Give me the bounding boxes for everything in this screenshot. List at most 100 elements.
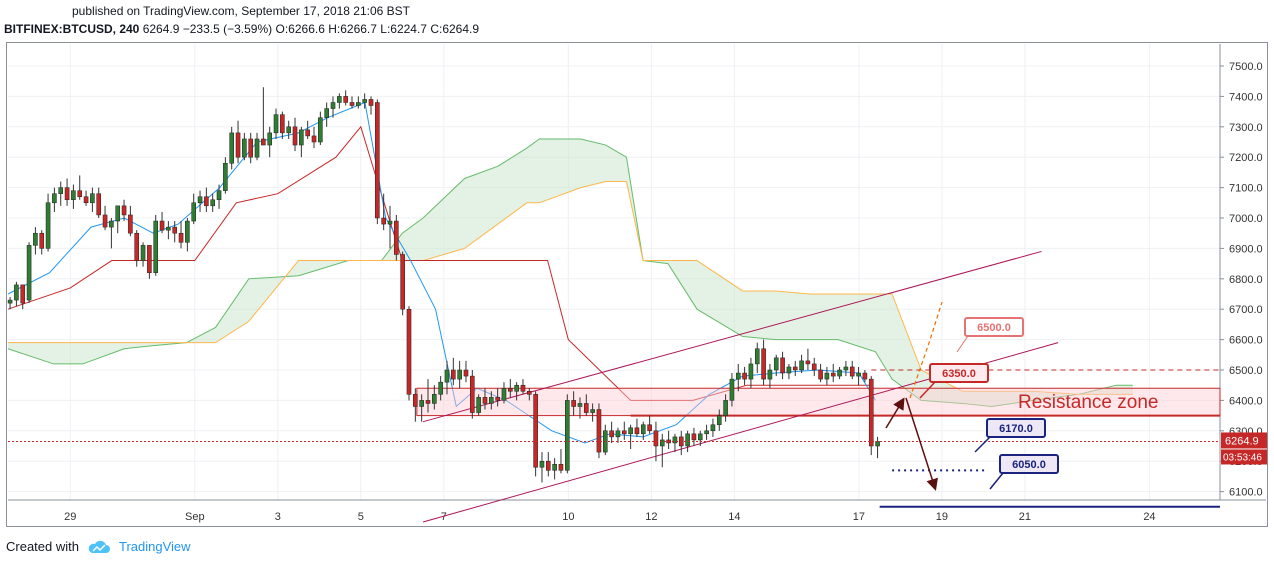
candle-body (109, 220, 114, 228)
y-tick-label: 6400.0 (1229, 395, 1263, 407)
candle-body (501, 387, 507, 401)
candle-body (875, 441, 880, 447)
candle-body (514, 384, 519, 392)
candle-body (273, 114, 279, 134)
y-tick-label: 6900.0 (1229, 243, 1263, 255)
x-tick-label: Sep (185, 511, 205, 523)
y-tick-label: 7200.0 (1229, 152, 1263, 164)
candle-body (102, 214, 108, 228)
y-tick-label: 7400.0 (1229, 91, 1263, 103)
x-tick-label: 7 (441, 511, 447, 523)
candle-body (121, 205, 127, 216)
candle-body (400, 254, 405, 310)
candle-body (223, 163, 228, 191)
chart-frame (6, 42, 1268, 527)
tradingview-brand-link[interactable]: TradingView (118, 539, 191, 554)
candle-body (64, 187, 70, 201)
candle-body (615, 430, 621, 438)
candle-body (204, 196, 209, 207)
high-value: H:6266.7 (328, 22, 377, 36)
candle-body (773, 357, 779, 371)
candle-body (697, 433, 703, 441)
candle-body (742, 372, 747, 380)
candle-body (590, 409, 595, 413)
candle-body (792, 366, 798, 371)
resistance-zone (416, 387, 1221, 417)
candle-body (305, 129, 310, 137)
level-6170-label: 6170.0 (999, 423, 1033, 435)
candle-body (349, 102, 355, 106)
low-value: L:6224.7 (380, 22, 427, 36)
candle-body (653, 430, 659, 447)
candle-body (343, 96, 348, 103)
candle-body (299, 129, 304, 146)
y-tick-label: 6100.0 (1229, 487, 1263, 499)
candle-body (685, 433, 690, 447)
level-6350-label-box (929, 363, 989, 383)
x-tick-label: 5 (358, 511, 364, 523)
candle-body (115, 205, 121, 222)
candle-body (546, 460, 551, 471)
y-tick-label: 6800.0 (1229, 274, 1263, 286)
close-value: C:6264.9 (430, 22, 480, 36)
candle-body (843, 366, 849, 371)
channel-upper-line (422, 250, 1042, 423)
countdown-tag-label: 03:53:46 (1223, 452, 1262, 463)
candle-body (609, 430, 614, 438)
candle-body (261, 138, 266, 146)
candle-body (710, 424, 716, 432)
x-tick-label: 19 (936, 511, 948, 523)
ichimoku-cloud (8, 138, 1133, 407)
candle-body (368, 99, 374, 106)
candle-body (153, 220, 159, 273)
candle-body (584, 403, 589, 413)
candle-body (748, 363, 754, 380)
candle-body (577, 403, 583, 407)
candle-body (311, 135, 317, 143)
candle-body (558, 463, 564, 471)
candle-body (786, 366, 792, 374)
candle-body (71, 190, 76, 201)
candle-body (811, 363, 817, 371)
projection-dashed-up (909, 301, 943, 399)
candle-body (457, 369, 462, 380)
candle-body (90, 193, 95, 204)
candle-body (444, 369, 450, 383)
candle-body (140, 245, 146, 261)
candle-body (628, 427, 633, 435)
level-6350-label: 6350.0 (942, 368, 976, 380)
candle-body (375, 102, 380, 219)
x-tick-label: 24 (1143, 511, 1155, 523)
x-tick-label: 21 (1019, 511, 1031, 523)
candle-body (621, 430, 627, 435)
resistance-zone-label: Resistance zone (1018, 392, 1158, 413)
candle-body (229, 132, 234, 164)
candle-body (216, 190, 222, 201)
open-value: O:6266.6 (275, 22, 325, 36)
candle-body (837, 369, 842, 377)
symbol-label: BITFINEX:BTCUSD, 240 (4, 22, 140, 36)
candle-body (767, 369, 773, 380)
candle-body (14, 284, 19, 301)
candle-body (362, 99, 367, 103)
candle-body (235, 132, 241, 158)
candle-body (20, 284, 26, 304)
y-tick-label: 6700.0 (1229, 304, 1263, 316)
candle-body (406, 308, 412, 395)
candle-body (818, 369, 823, 380)
candle-body (413, 394, 418, 407)
candle-body (672, 436, 678, 444)
y-tick-label: 6500.0 (1229, 365, 1263, 377)
level-6170-connector (974, 436, 991, 453)
candle-body (451, 369, 456, 380)
candle-body (432, 394, 437, 404)
y-tick-label: 6600.0 (1229, 335, 1263, 347)
candle-body (425, 400, 431, 404)
candle-body (147, 245, 152, 273)
candle-body (267, 132, 272, 146)
candle-body (166, 226, 171, 231)
x-tick-label: 12 (645, 511, 657, 523)
candle-body (337, 96, 342, 103)
tenkan-line (7, 101, 876, 444)
